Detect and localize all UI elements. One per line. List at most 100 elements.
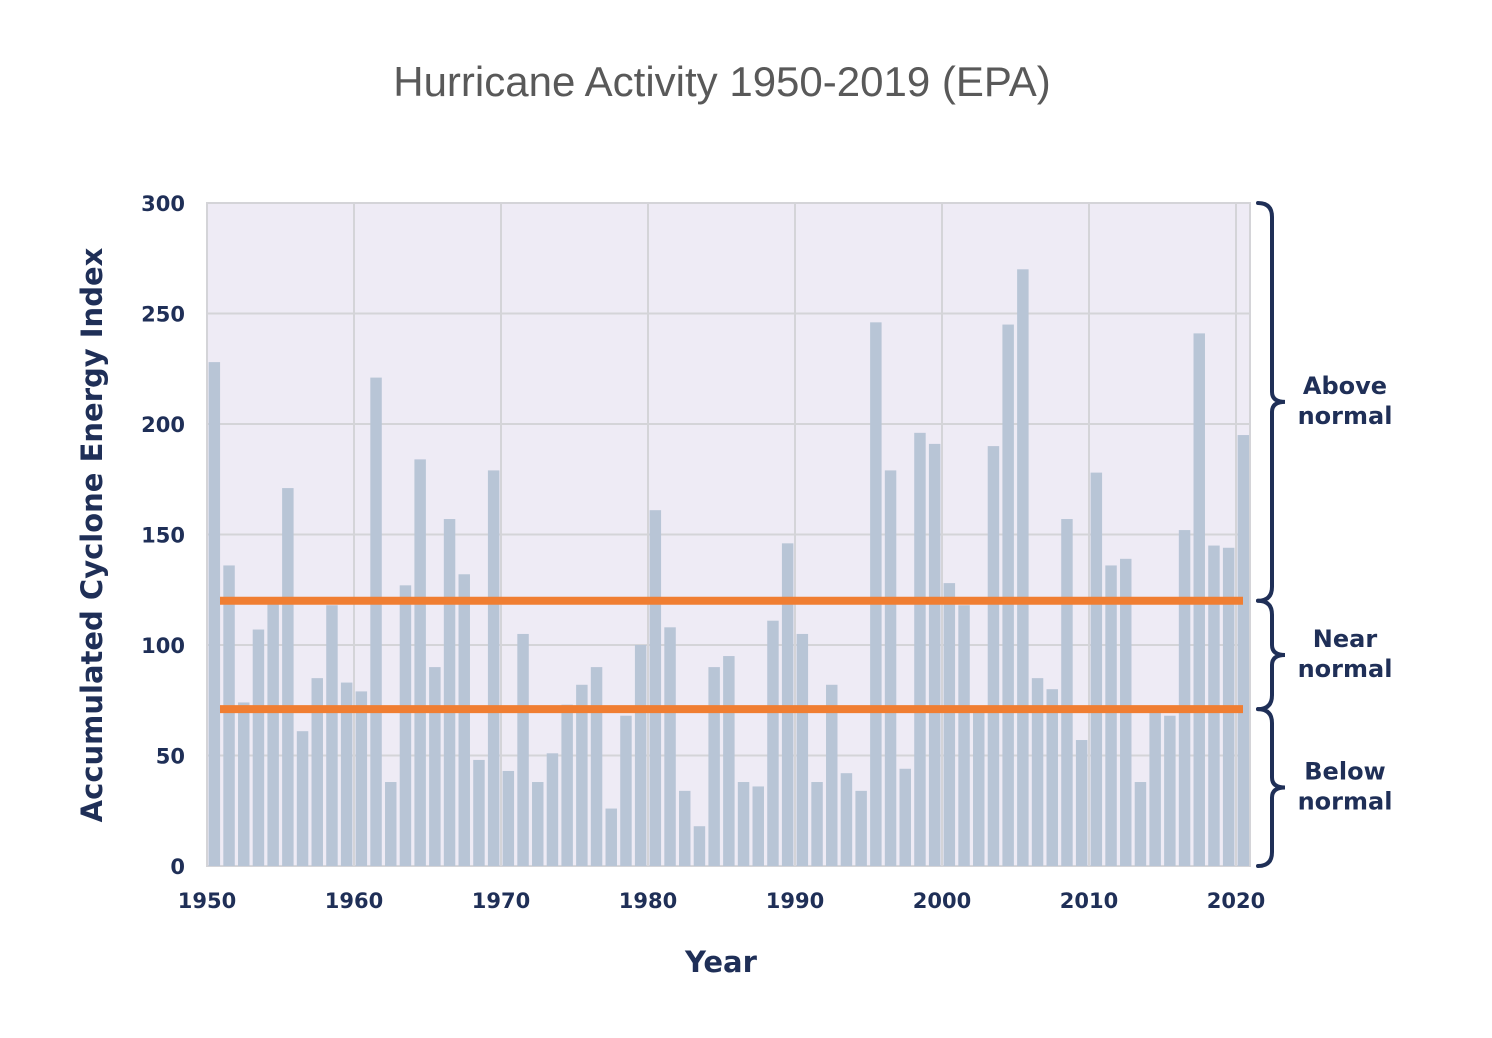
x-tick-label: 2020 <box>1207 889 1265 913</box>
bar <box>238 702 250 866</box>
bar <box>987 446 1000 866</box>
threshold-lines <box>220 596 1243 714</box>
range-label: Above <box>1303 372 1387 400</box>
bar <box>1149 706 1161 866</box>
bar <box>840 773 853 866</box>
bar <box>546 753 559 866</box>
bar <box>1105 565 1117 866</box>
x-tick-label: 1990 <box>766 889 824 913</box>
bar <box>590 667 603 866</box>
x-axis-title: Year <box>684 945 758 979</box>
bar <box>1075 740 1088 866</box>
bar <box>605 808 617 866</box>
bar <box>1017 269 1029 866</box>
chart-title: Hurricane Activity 1950-2019 (EPA) <box>393 58 1051 105</box>
range-label: Near <box>1313 625 1378 653</box>
bar <box>664 627 676 866</box>
bar <box>811 782 823 866</box>
range-label: normal <box>1298 655 1393 683</box>
bar <box>223 565 235 866</box>
range-brace <box>1256 598 1286 712</box>
bar <box>1164 715 1176 866</box>
bar <box>870 322 882 867</box>
bar <box>443 519 456 866</box>
bar <box>634 645 647 866</box>
y-tick-label: 0 <box>170 855 185 879</box>
y-tick-label: 200 <box>141 413 185 437</box>
y-tick-label: 300 <box>141 192 185 216</box>
bar <box>1178 530 1191 866</box>
bar <box>429 667 441 866</box>
bar <box>532 782 544 866</box>
range-label: Below <box>1304 758 1385 786</box>
bar <box>1090 472 1103 866</box>
bar <box>737 782 750 866</box>
bar <box>487 470 500 866</box>
bar <box>679 790 691 866</box>
bar <box>723 656 735 866</box>
bar <box>473 759 485 866</box>
bar <box>943 583 956 866</box>
y-tick-label: 250 <box>141 303 185 327</box>
range-label: normal <box>1298 788 1393 816</box>
grid-lines <box>206 202 1250 867</box>
bar <box>1031 678 1044 866</box>
bar <box>576 684 588 866</box>
bar <box>399 585 412 866</box>
bar <box>1134 782 1147 866</box>
bar <box>502 770 515 866</box>
range-brace <box>1256 201 1286 603</box>
x-tick-label: 1950 <box>178 889 236 913</box>
bar <box>914 432 926 866</box>
bar <box>649 510 662 866</box>
bar <box>1002 324 1014 866</box>
bar <box>208 362 221 866</box>
bar <box>884 470 897 866</box>
bar <box>958 605 970 866</box>
bar <box>855 790 867 866</box>
bar <box>752 786 764 866</box>
bar <box>267 600 279 866</box>
bar <box>252 629 265 866</box>
x-tick-label: 1960 <box>325 889 383 913</box>
bar <box>1046 689 1058 866</box>
y-tick-label: 50 <box>156 745 185 769</box>
bar <box>385 782 397 866</box>
bar <box>326 605 338 866</box>
bar <box>517 633 529 866</box>
y-tick-label: 150 <box>141 524 185 548</box>
bar <box>340 682 353 866</box>
y-tick-label: 100 <box>141 634 185 658</box>
bar <box>1061 519 1073 866</box>
bar <box>693 826 706 866</box>
x-tick-label: 1980 <box>619 889 677 913</box>
bar <box>826 684 838 866</box>
bar <box>296 731 309 866</box>
bar <box>899 768 911 866</box>
bar <box>973 706 985 866</box>
x-tick-label: 2010 <box>1060 889 1118 913</box>
range-label: normal <box>1298 402 1393 430</box>
bar <box>355 691 368 866</box>
bar <box>561 704 573 866</box>
x-axis-ticks: 1950 1960 1970 1980 1990 2000 2010 2020 <box>178 889 1265 913</box>
bar <box>458 574 470 866</box>
bar <box>370 377 382 866</box>
x-tick-label: 1970 <box>472 889 530 913</box>
bar <box>767 620 779 866</box>
bar <box>620 715 632 866</box>
bar <box>796 633 809 866</box>
bar <box>311 678 323 866</box>
range-brace <box>1256 707 1286 868</box>
x-tick-label: 2000 <box>913 889 971 913</box>
bar <box>781 543 794 866</box>
bar <box>414 459 426 866</box>
bar <box>1237 435 1250 866</box>
bar <box>928 443 941 866</box>
bar <box>708 667 720 866</box>
y-axis-title: Accumulated Cyclone Energy Index <box>75 247 109 822</box>
bar <box>282 488 294 866</box>
y-axis-ticks: 0 50 100 150 200 250 300 <box>141 192 185 879</box>
